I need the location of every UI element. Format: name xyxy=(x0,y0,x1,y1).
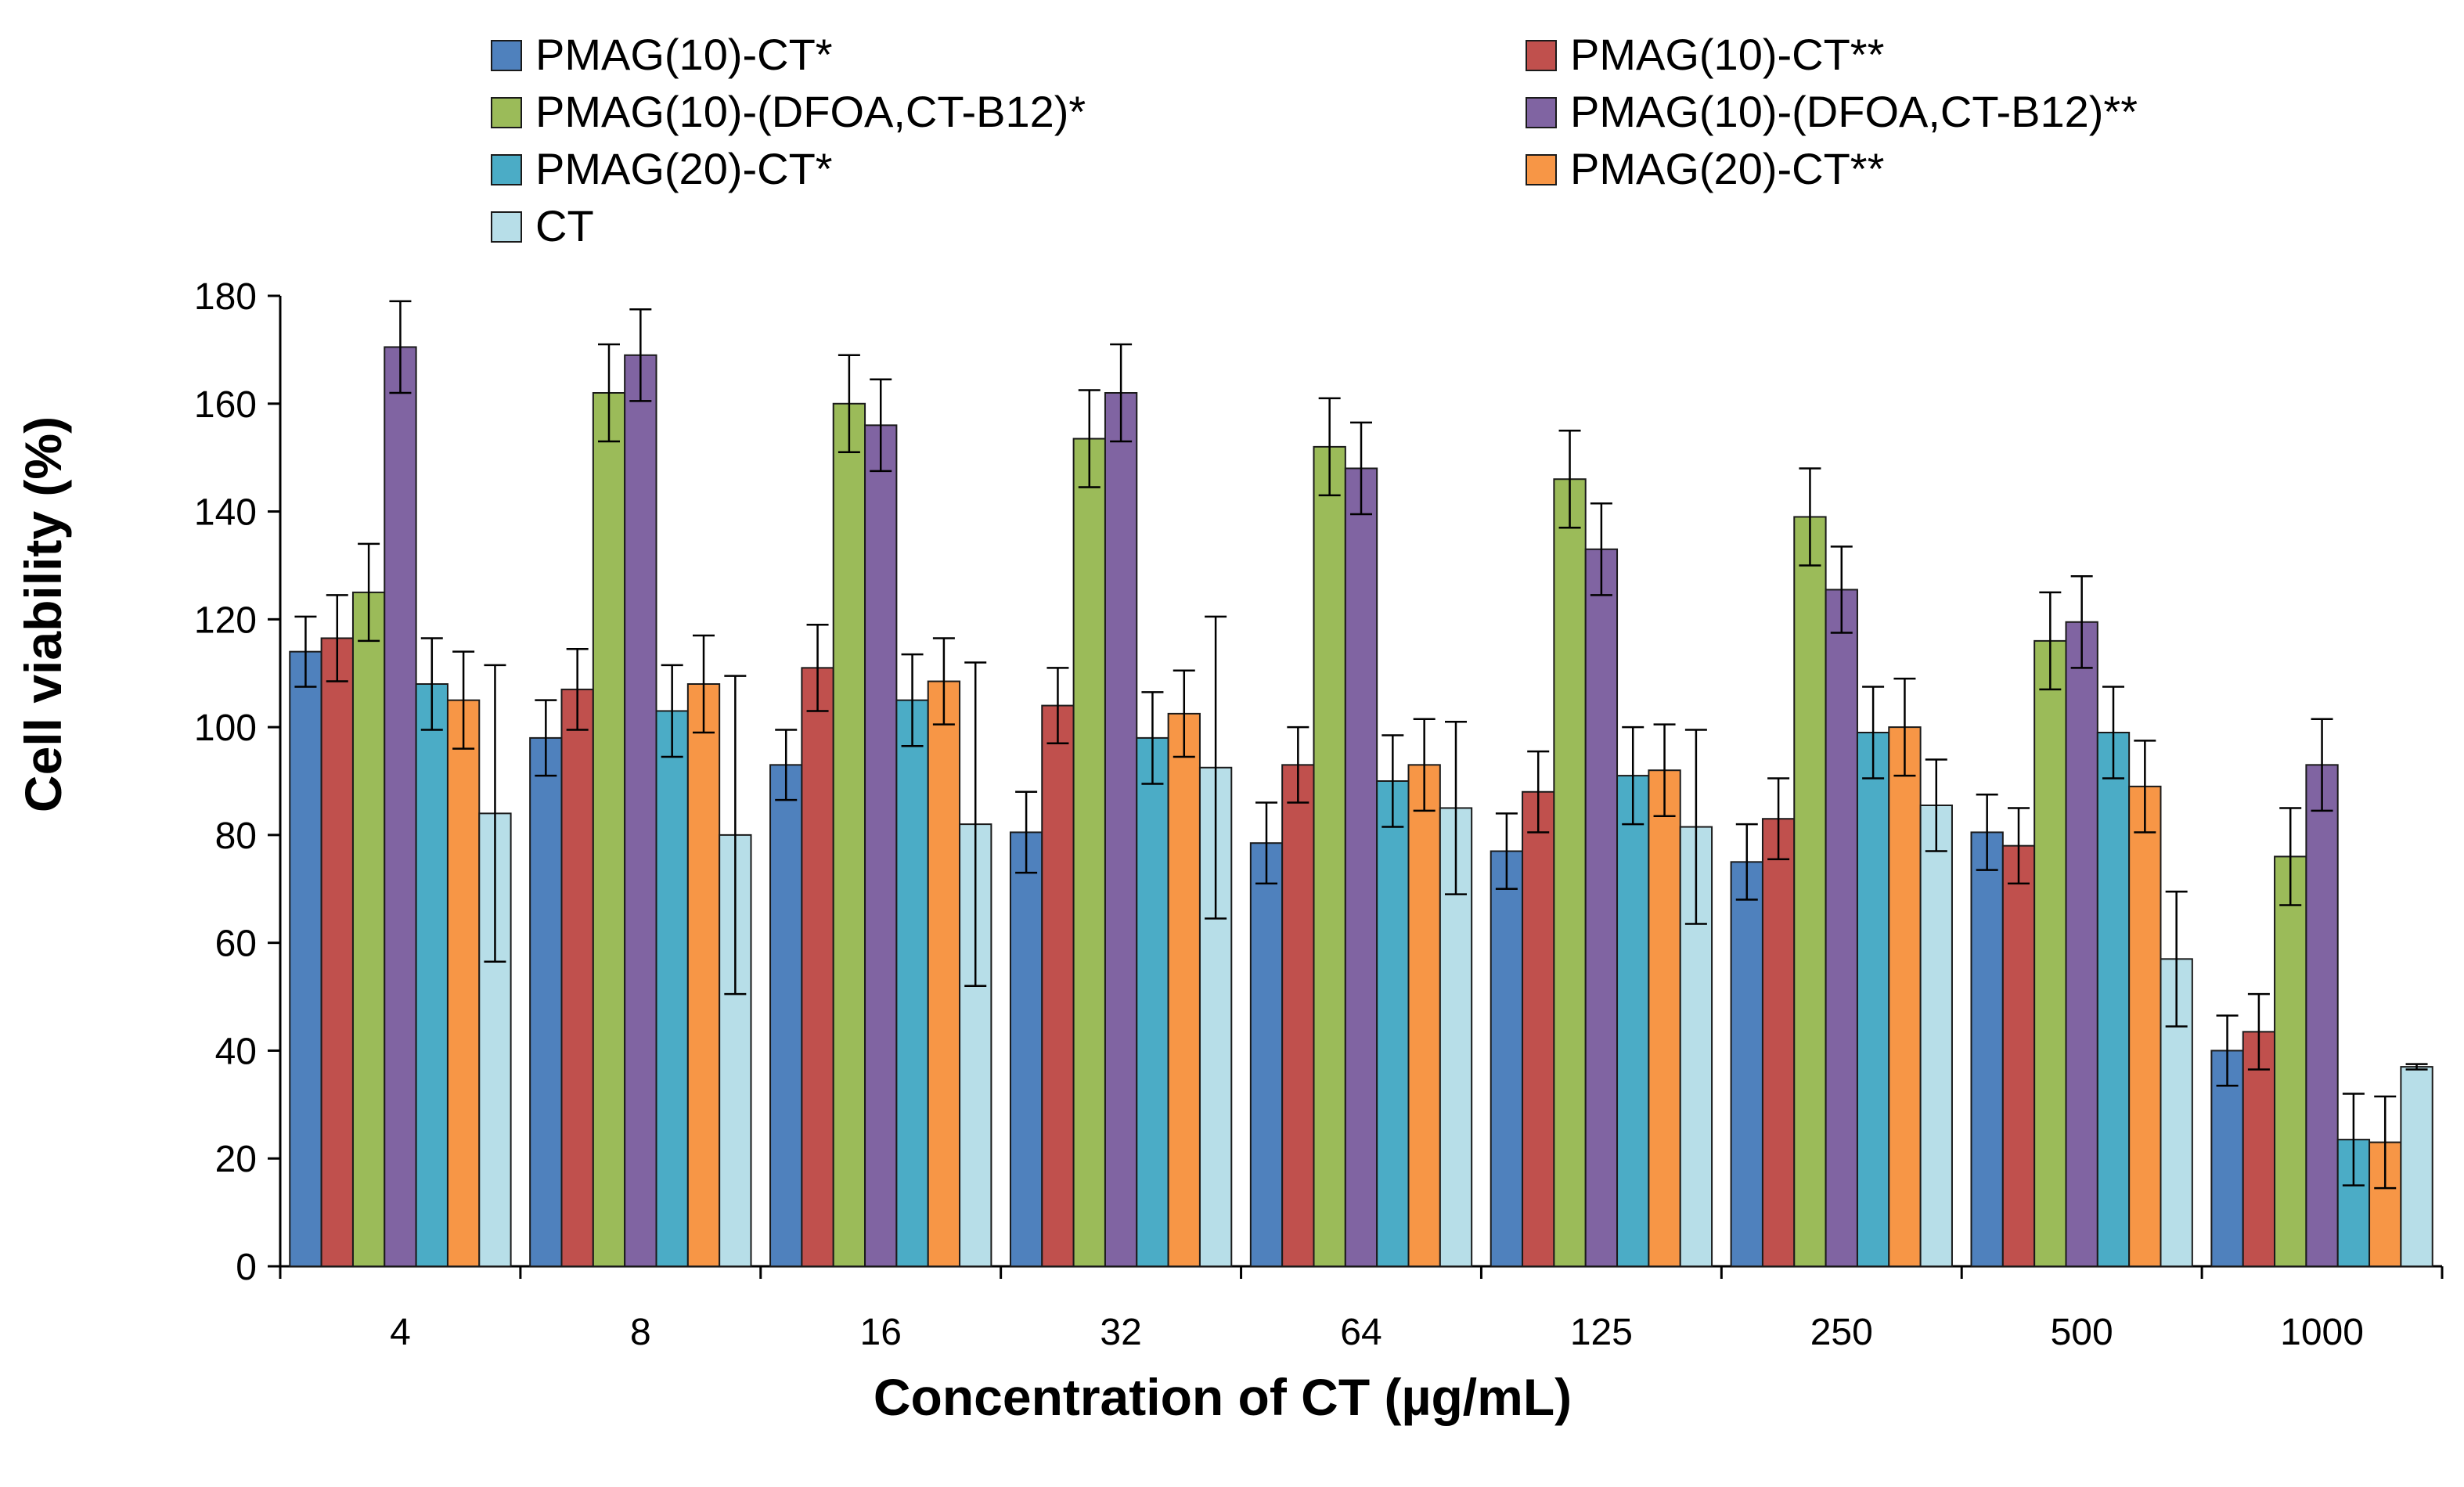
x-tick-label: 8 xyxy=(630,1312,651,1353)
x-tick-label: 64 xyxy=(1340,1312,1381,1353)
bar xyxy=(2400,1066,2433,1267)
y-tick-label: 60 xyxy=(215,924,257,965)
bar xyxy=(1344,467,1378,1267)
y-tick-label: 100 xyxy=(194,707,257,749)
bar xyxy=(2096,732,2131,1267)
bar xyxy=(895,699,929,1267)
bar xyxy=(1761,818,1796,1267)
y-tick-label: 160 xyxy=(194,384,257,426)
bar xyxy=(624,354,657,1267)
bar xyxy=(927,680,961,1267)
bar xyxy=(2001,844,2036,1267)
legend-label: CT xyxy=(535,201,594,250)
bar xyxy=(351,591,386,1267)
bar xyxy=(1648,769,1681,1267)
legend-swatch xyxy=(491,211,522,243)
bar xyxy=(529,736,563,1267)
y-axis: 0 20 40 60 80 100 120 140 160 180 xyxy=(194,276,282,1288)
bar xyxy=(560,688,594,1267)
bar xyxy=(1856,732,1890,1267)
legend-swatch xyxy=(1526,40,1557,71)
legend-swatch xyxy=(491,97,522,128)
legend-swatch xyxy=(491,154,522,185)
x-tick-label: 125 xyxy=(1570,1312,1633,1353)
bar xyxy=(1136,736,1169,1267)
bar xyxy=(769,764,803,1267)
x-tick-label: 1000 xyxy=(2280,1312,2364,1353)
bar xyxy=(1407,764,1441,1267)
bar xyxy=(415,683,448,1267)
x-axis-title: Concentration of CT (µg/mL) xyxy=(874,1368,1572,1426)
bar xyxy=(832,402,866,1267)
bar xyxy=(1167,712,1201,1267)
legend-swatch xyxy=(1526,97,1557,128)
bar xyxy=(289,650,322,1267)
legend-label: PMAG(10)-CT** xyxy=(1570,30,1884,79)
bar xyxy=(2305,764,2339,1267)
bar xyxy=(686,683,721,1267)
bar xyxy=(1249,842,1284,1267)
bar xyxy=(1281,764,1315,1267)
legend-swatch xyxy=(1526,154,1557,185)
y-tick-label: 20 xyxy=(215,1139,257,1180)
legend-label: PMAG(10)-(DFOA,CT-B12)* xyxy=(535,87,1086,136)
x-tick-label: 4 xyxy=(390,1312,411,1353)
bar xyxy=(1888,726,1922,1267)
y-tick-label: 180 xyxy=(194,276,257,318)
legend: PMAG(10)-CT* PMAG(10)-CT** PMAG(10)-(DFOA,… xyxy=(491,30,2138,250)
bar xyxy=(1730,861,1763,1268)
bar xyxy=(1041,704,1075,1267)
bar xyxy=(1522,790,1555,1267)
bar xyxy=(1009,831,1043,1267)
bar xyxy=(384,346,417,1267)
bar xyxy=(1104,392,1138,1267)
bar xyxy=(1616,775,1650,1267)
legend-swatch xyxy=(491,40,522,71)
legend-label: PMAG(10)-CT* xyxy=(535,30,833,79)
bar xyxy=(446,699,481,1267)
bar xyxy=(864,424,898,1267)
bars xyxy=(289,300,2433,1268)
bar xyxy=(2034,639,2067,1267)
y-tick-label: 140 xyxy=(194,492,257,534)
y-tick-label: 0 xyxy=(236,1247,257,1288)
bar xyxy=(1970,831,2004,1267)
x-tick-label: 16 xyxy=(860,1312,902,1353)
x-axis: 4 8 16 32 64 125 250 500 1000 xyxy=(279,1265,2444,1353)
bar xyxy=(1919,805,1953,1267)
bar xyxy=(655,710,689,1267)
legend-label: PMAG(20)-CT** xyxy=(1570,144,1884,193)
bar xyxy=(2065,621,2098,1267)
bar xyxy=(1490,850,1524,1267)
bar xyxy=(1072,437,1106,1267)
legend-label: PMAG(20)-CT* xyxy=(535,144,833,193)
bar xyxy=(1376,780,1410,1267)
y-tick-label: 120 xyxy=(194,599,257,641)
bar xyxy=(592,392,626,1267)
legend-label: PMAG(10)-(DFOA,CT-B12)** xyxy=(1570,87,2138,136)
x-tick-label: 500 xyxy=(2051,1312,2113,1353)
y-axis-title: Cell viability (%) xyxy=(14,416,72,812)
bar xyxy=(1825,589,1858,1267)
bar xyxy=(2242,1031,2276,1268)
bar xyxy=(2128,785,2162,1267)
bar xyxy=(1313,445,1346,1267)
x-tick-label: 32 xyxy=(1100,1312,1141,1353)
y-tick-label: 40 xyxy=(215,1031,257,1072)
bar xyxy=(2274,855,2307,1267)
bar xyxy=(1553,478,1587,1267)
bar xyxy=(1793,516,1827,1267)
y-tick-label: 80 xyxy=(215,816,257,857)
x-tick-label: 250 xyxy=(1810,1312,1873,1353)
bar xyxy=(320,637,354,1267)
bar xyxy=(801,667,834,1267)
bar xyxy=(1584,548,1619,1267)
